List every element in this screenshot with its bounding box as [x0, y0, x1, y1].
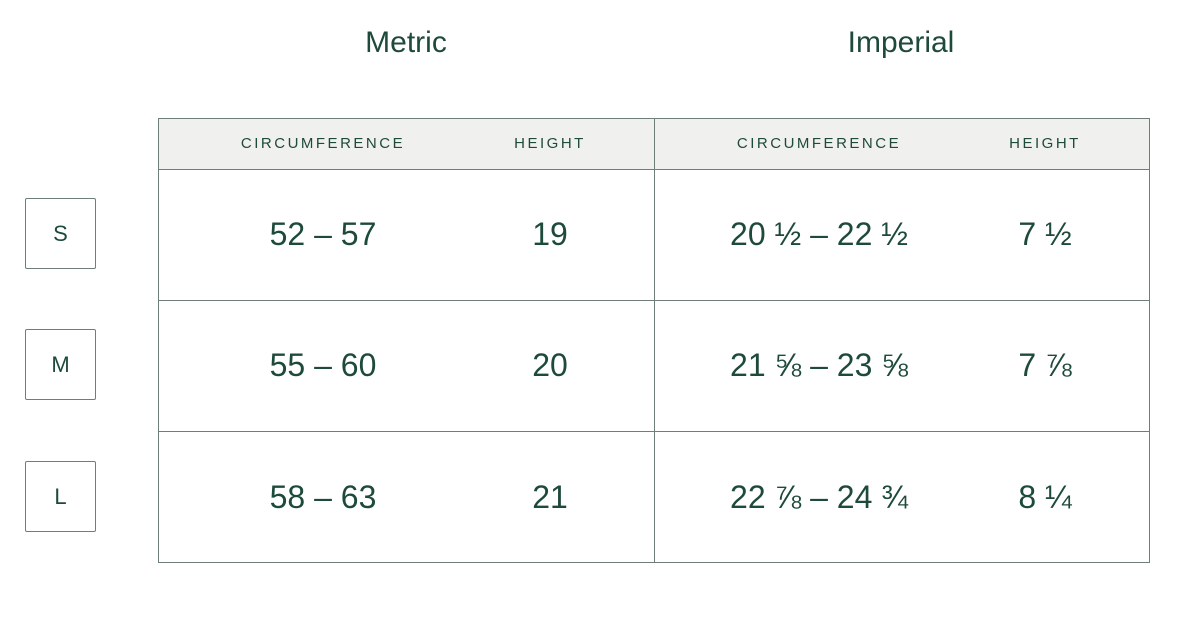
- column-header: CIRCUMFERENCE: [736, 135, 902, 152]
- table-cell: 7 ½: [1018, 216, 1072, 252]
- table-cell: 8 ¼: [1018, 479, 1072, 515]
- table-cell: 22 ⅞ – 24 ¾: [730, 479, 908, 515]
- table-cell: 58 – 63: [269, 479, 377, 515]
- column-header: CIRCUMFERENCE: [240, 135, 406, 152]
- row-line: [159, 431, 1149, 432]
- group-title: Imperial: [847, 26, 955, 59]
- column-header: HEIGHT: [1009, 135, 1081, 152]
- table-cell: 20 ½ – 22 ½: [730, 216, 908, 252]
- table-cell: 52 – 57: [269, 216, 377, 252]
- table-cell: 55 – 60: [269, 347, 377, 383]
- table-cell: 20: [532, 347, 568, 383]
- group-title: Metric: [365, 26, 447, 59]
- size-button[interactable]: L: [25, 461, 96, 532]
- row-line: [159, 300, 1149, 301]
- size-table: CIRCUMFERENCE HEIGHT CIRCUMFERENCE HEIGHT 52…: [158, 118, 1150, 563]
- divider: [654, 119, 655, 562]
- table-cell: 7 ⅞: [1018, 347, 1072, 383]
- table-cell: 21: [532, 479, 568, 515]
- size-button[interactable]: S: [25, 198, 96, 269]
- table-cell: 19: [532, 216, 568, 252]
- table-cell: 21 ⅝ – 23 ⅝: [730, 347, 908, 383]
- size-button[interactable]: M: [25, 329, 96, 400]
- column-header: HEIGHT: [514, 135, 586, 152]
